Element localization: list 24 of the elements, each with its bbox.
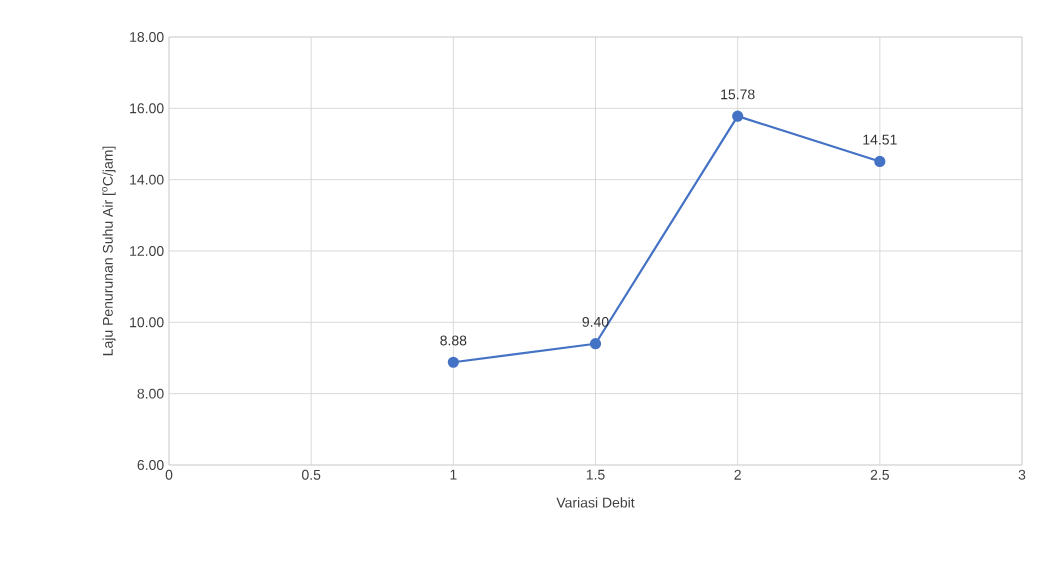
y-tick-label: 18.00 <box>130 32 164 42</box>
y-tick-label: 14.00 <box>130 174 164 185</box>
x-tick-label: 0.5 <box>301 469 321 480</box>
x-tick-label: 2.5 <box>870 469 889 480</box>
y-tick-label: 10.00 <box>130 317 164 328</box>
x-tick-label: 0 <box>165 469 173 480</box>
y-tick-label: 16.00 <box>130 103 164 114</box>
point <box>874 155 886 168</box>
y-tick-label: 6.00 <box>137 460 164 470</box>
point <box>447 356 459 368</box>
point <box>589 338 602 350</box>
x-axis-title: Variasi Debit <box>556 497 635 508</box>
y-axis-title: Laju Penurunan Suhu Air [$^{o}$C/jam] <box>102 146 116 356</box>
x-tick-label: 3 <box>1018 469 1026 480</box>
data-label: 9.40 <box>582 316 609 327</box>
point <box>732 110 744 122</box>
x-tick-label: 1 <box>450 469 457 480</box>
data-label: 14.51 <box>863 134 897 145</box>
x-tick-label: 2 <box>734 469 741 480</box>
data-label: 15.78 <box>721 89 755 100</box>
y-tick-label: 8.00 <box>137 388 164 399</box>
y-tick-label: 12.00 <box>130 246 164 256</box>
data-label: 8.88 <box>440 335 467 346</box>
x-tick-label: 1.5 <box>586 469 605 480</box>
